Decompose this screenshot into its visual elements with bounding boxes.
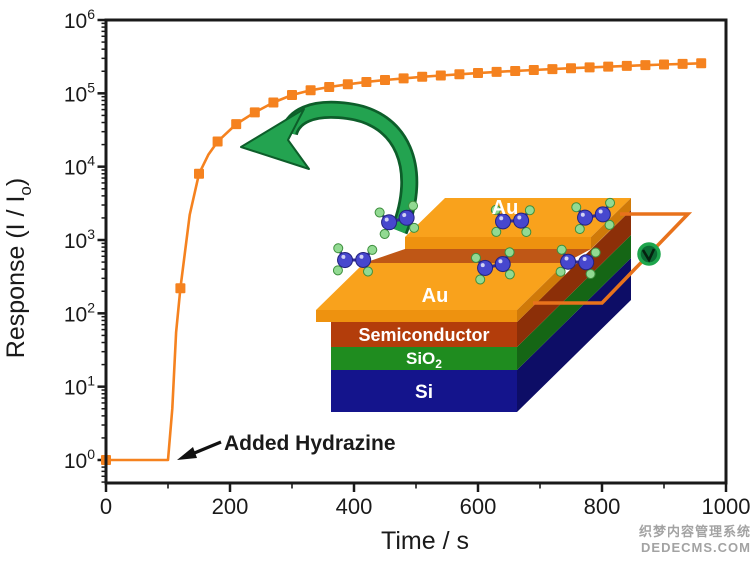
y-axis-title: Response (I / Io) [2,178,35,358]
data-point-marker [621,60,632,71]
y-axis-title-close: ) [2,178,30,186]
data-point-marker [305,85,316,96]
y-tick-exponent: 6 [87,6,95,22]
green-arrow-arc [282,103,416,234]
y-tick-exponent: 3 [87,226,95,242]
y-tick-label: 100 [64,446,95,473]
data-point-marker [435,70,446,81]
front-au-label: Au [422,285,449,307]
data-point-marker [212,136,223,147]
data-point-marker [640,60,651,71]
current-meter [637,242,661,266]
sio2-layer-front [331,347,517,370]
y-tick-label: 105 [64,79,95,106]
sio2-label: SiO2 [406,349,442,371]
y-tick-exponent: 2 [87,299,95,315]
data-point-marker [380,74,390,85]
green-arrowhead [240,108,310,170]
data-point-marker [249,107,260,118]
data-point-marker [510,65,521,76]
front-au-electrode-front [316,310,517,322]
si-layer-side [517,258,631,412]
annotation-arrow-shaft [191,440,222,456]
front-au-electrode-side [517,263,565,322]
device-inset: Au Au Semiconductor SiO2 Si [240,100,693,412]
x-tick-label: 200 [212,494,249,519]
data-point-marker [175,283,186,294]
response-curve-markers [101,58,707,465]
data-point-marker [547,64,558,75]
annotation-arrowhead-icon [177,447,197,460]
watermark: 织梦内容管理系统 DEDECMS.COM [639,524,751,555]
semiconductor-layer-front [331,322,517,347]
data-point-marker [231,119,242,130]
sio2-label-subscript: 2 [435,357,442,371]
y-tick-label: 106 [64,6,95,33]
y-axis-title-main: Response (I / I [2,196,30,359]
y-tick-exponent: 5 [87,79,95,95]
data-point-marker [491,66,502,77]
front-au-electrode-top [316,263,565,310]
data-point-marker [454,69,465,80]
x-tick-label: 0 [100,494,112,519]
added-hydrazine-annotation: Added Hydrazine [177,432,396,460]
data-point-marker [342,79,353,90]
plot-frame [104,18,728,485]
data-point-marker [398,73,409,84]
watermark-line2: DEDECMS.COM [641,540,751,555]
data-point-marker [528,65,539,76]
x-axis-title: Time / s [381,527,469,555]
data-point-marker [566,63,576,74]
data-point-marker [677,58,688,69]
y-axis-title-subscript: o [16,186,35,195]
watermark-line1: 织梦内容管理系统 [639,524,751,539]
x-tick-label: 400 [336,494,373,519]
si-layer-front [331,370,517,412]
y-tick-exponent: 4 [87,153,95,169]
data-point-marker [287,89,297,100]
y-tick-label: 103 [64,226,95,253]
x-axis-tick-labels: 0 200 400 600 800 1000 [100,494,751,519]
semiconductor-label: Semiconductor [358,325,489,345]
si-label: Si [415,382,433,403]
back-au-electrode-front [405,237,591,249]
y-tick-label: 104 [64,153,95,180]
data-point-marker [584,62,595,73]
green-arrow-icon [240,100,419,235]
data-point-marker [194,168,204,179]
annotation-text: Added Hydrazine [224,432,396,455]
sio2-label-main: SiO [406,349,435,368]
y-tick-label: 102 [64,299,95,326]
y-tick-exponent: 1 [87,373,95,389]
data-point-marker [473,68,483,79]
meter-needle-icon [641,248,656,263]
data-point-marker [417,71,428,82]
back-au-label: Au [492,197,519,219]
x-tick-label: 600 [460,494,497,519]
data-point-marker [268,97,279,108]
y-tick-label: 101 [64,373,95,400]
data-point-marker [603,61,614,72]
data-point-marker [696,58,707,69]
x-tick-label: 800 [584,494,621,519]
data-point-marker [361,76,372,87]
x-tick-label: 1000 [702,494,751,519]
y-tick-exponent: 0 [87,446,95,462]
semiconductor-layer-side [517,210,631,347]
data-point-marker [659,59,669,70]
data-point-marker [324,82,335,93]
